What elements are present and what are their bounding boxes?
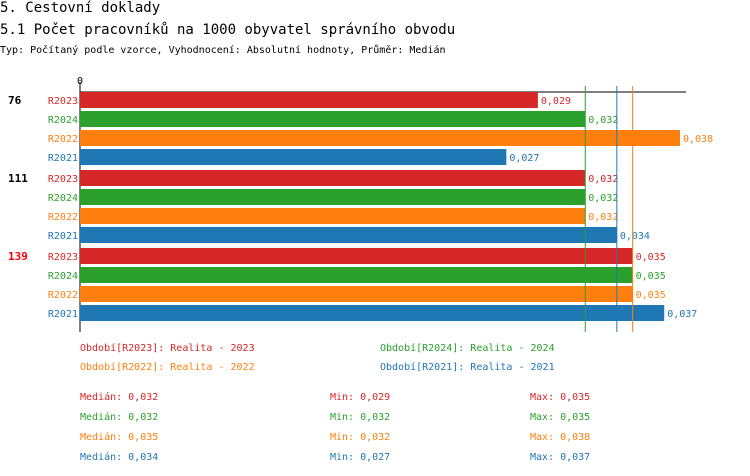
stat-min-r2021: Min: 0,027 [330, 452, 391, 463]
stat-median-r2022: Medián: 0,035 [80, 432, 159, 443]
value-label: 0,035 [636, 271, 666, 282]
chart-type-info: Typ: Počítaný podle vzorce, Vyhodnocení:… [0, 45, 446, 56]
bar [80, 189, 586, 205]
value-label: 0,032 [588, 115, 618, 126]
series-label: R2021 [48, 153, 78, 164]
group-label: 111 [8, 172, 28, 185]
stat-median-r2024: Medián: 0,032 [80, 412, 159, 423]
legend-r2024: Období[R2024]: Realita - 2024 [380, 343, 555, 354]
value-label: 0,035 [636, 290, 666, 301]
value-label: 0,032 [588, 193, 618, 204]
series-label: R2021 [48, 309, 78, 320]
value-label: 0,034 [620, 231, 650, 242]
series-label: R2023 [48, 252, 78, 263]
bar [80, 208, 586, 224]
series-label: R2023 [48, 174, 78, 185]
stat-median-r2021: Medián: 0,034 [80, 452, 159, 463]
stat-max-r2022: Max: 0,038 [530, 432, 591, 443]
value-label: 0,032 [588, 212, 618, 223]
legend-r2022: Období[R2022]: Realita - 2022 [80, 362, 255, 373]
stat-min-r2022: Min: 0,032 [330, 432, 391, 443]
bar [80, 227, 617, 243]
value-label: 0,037 [667, 309, 697, 320]
series-label: R2022 [48, 212, 78, 223]
bar-chart: 0 76 R2023 0,029 R2024 0,032 R2022 0,038 R2021 0,… [8, 76, 713, 332]
bar [80, 111, 586, 127]
legend-r2023: Období[R2023]: Realita - 2023 [80, 343, 255, 354]
bar [80, 92, 538, 108]
value-label: 0,029 [541, 96, 571, 107]
bar [80, 130, 680, 146]
series-label: R2024 [48, 271, 78, 282]
stat-max-r2024: Max: 0,035 [530, 412, 591, 423]
series-label: R2022 [48, 134, 78, 145]
chart-title: 5.1 Počet pracovníků na 1000 obyvatel sp… [0, 22, 456, 38]
bar [80, 170, 586, 186]
bar [80, 149, 507, 165]
bar [80, 248, 633, 264]
value-label: 0,035 [636, 252, 666, 263]
series-label: R2022 [48, 290, 78, 301]
bar [80, 267, 633, 283]
series-label: R2024 [48, 115, 78, 126]
bar [80, 305, 665, 321]
stat-max-r2021: Max: 0,037 [530, 452, 591, 463]
series-label: R2024 [48, 193, 78, 204]
page-title: 5. Cestovní doklady [0, 0, 161, 16]
bar [80, 286, 633, 302]
value-label: 0,038 [683, 134, 713, 145]
group-label: 139 [8, 250, 28, 263]
x-tick-label: 0 [77, 76, 83, 87]
stat-min-r2023: Min: 0,029 [330, 392, 391, 403]
value-label: 0,027 [509, 153, 539, 164]
stat-median-r2023: Medián: 0,032 [80, 392, 159, 403]
value-label: 0,032 [588, 174, 618, 185]
legend-r2021: Období[R2021]: Realita - 2021 [380, 362, 555, 373]
series-label: R2023 [48, 96, 78, 107]
group-label: 76 [8, 94, 22, 107]
stat-min-r2024: Min: 0,032 [330, 412, 391, 423]
series-label: R2021 [48, 231, 78, 242]
stat-max-r2023: Max: 0,035 [530, 392, 591, 403]
